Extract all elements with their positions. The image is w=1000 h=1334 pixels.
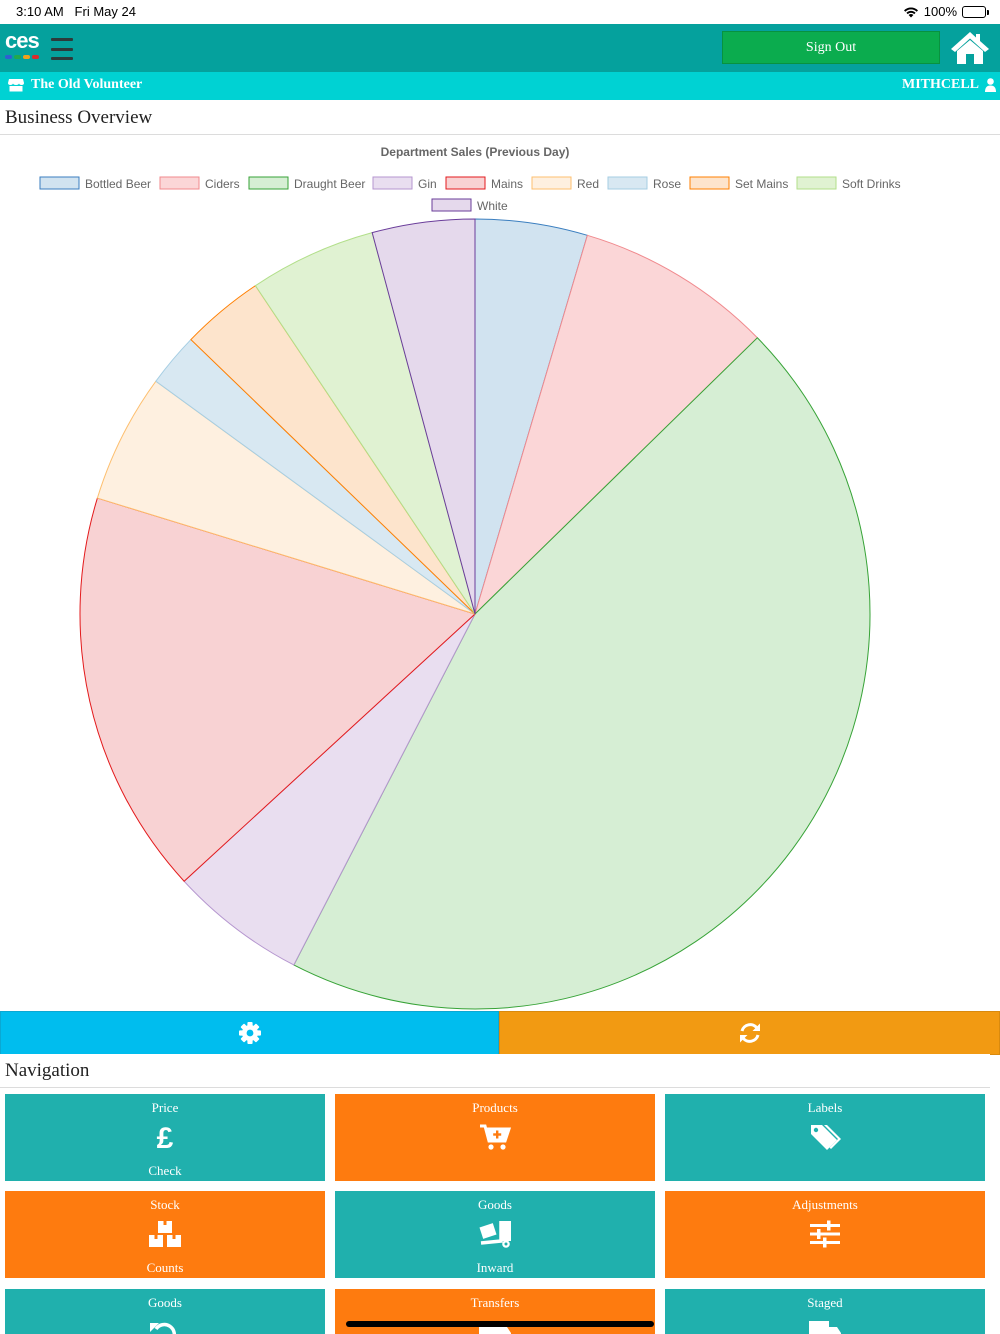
tags-icon (811, 1125, 841, 1150)
legend-item[interactable]: Red (531, 176, 599, 191)
legend-item[interactable]: Ciders (159, 176, 240, 191)
legend-item[interactable]: Gin (372, 176, 437, 191)
chart-settings-button[interactable] (0, 1011, 499, 1055)
legend-item[interactable]: White (431, 198, 508, 213)
boxes-icon (149, 1221, 181, 1247)
site-selector[interactable]: The Old Volunteer (8, 77, 142, 93)
nav-labels[interactable]: Labels (665, 1094, 985, 1181)
tile-label-top: Labels (807, 1100, 843, 1115)
sign-out-button[interactable]: Sign Out (722, 31, 940, 64)
legend-item[interactable]: Set Mains (689, 176, 788, 191)
wifi-icon (903, 7, 918, 17)
status-right: 100% (903, 4, 989, 19)
store-icon (8, 79, 24, 92)
legend-item[interactable]: Mains (445, 176, 523, 191)
ces-logo[interactable]: ces (5, 30, 45, 62)
navigation-title: Navigation (0, 1054, 990, 1088)
user-name: MITHCELL (901, 77, 979, 92)
tile-label-top: Goods (478, 1197, 512, 1212)
chart-title: Department Sales (Previous Day) (381, 145, 570, 159)
app-header: ces Sign Out (0, 24, 1000, 72)
chart-legend: Bottled Beer Ciders Draught Beer Gin Mains Re… (39, 176, 901, 213)
pie-slice-gin[interactable] (183, 613, 476, 966)
nav-goods-inward[interactable]: Goods Inward (335, 1191, 655, 1278)
legend-item[interactable]: Draught Beer (248, 176, 365, 191)
nav-price-check[interactable]: Price £ Check (5, 1094, 325, 1181)
pie-slices (79, 218, 871, 1010)
pie-slice-mains[interactable] (79, 497, 476, 882)
legend-label: Gin (418, 177, 437, 191)
legend-label: Rose (653, 177, 681, 191)
nav-staged[interactable]: Staged (665, 1289, 985, 1334)
tile-label-bottom: Check (148, 1163, 182, 1178)
legend-swatch (248, 176, 289, 190)
legend-label: Ciders (205, 177, 240, 191)
cart-plus-icon (480, 1124, 512, 1150)
legend-swatch (531, 176, 572, 190)
home-indicator (346, 1321, 654, 1327)
pie-slice-ciders[interactable] (473, 234, 759, 616)
undo-icon (150, 1322, 176, 1334)
nav-transfers[interactable]: Transfers (335, 1289, 655, 1334)
legend-label: Soft Drinks (842, 177, 901, 191)
legend-swatch (445, 176, 486, 190)
legend-item[interactable]: Bottled Beer (39, 176, 151, 191)
nav-stock-counts[interactable]: Stock Counts (5, 1191, 325, 1278)
business-overview-title: Business Overview (0, 101, 1000, 135)
status-bar: 3:10 AM Fri May 24 100% (0, 0, 1000, 24)
legend-label: Mains (491, 177, 523, 191)
battery-percent: 100% (923, 4, 957, 19)
legend-label: Draught Beer (294, 177, 365, 191)
legend-swatch (431, 198, 472, 212)
menu-icon[interactable] (51, 38, 73, 60)
tile-label-top: Goods (148, 1295, 182, 1310)
legend-swatch (39, 176, 80, 190)
pie-slice-white[interactable] (371, 218, 476, 615)
legend-item[interactable]: Rose (607, 176, 681, 191)
pie-slice-draught-beer[interactable] (293, 337, 871, 1010)
logo-text: ces (5, 28, 40, 53)
refresh-icon (739, 1023, 760, 1043)
legend-label: Red (577, 177, 599, 191)
pound-icon: £ (157, 1122, 174, 1152)
dolly-icon (479, 1221, 511, 1248)
status-time: 3:10 AM Fri May 24 (16, 4, 136, 19)
legend-swatch (372, 176, 413, 190)
legend-swatch (159, 176, 200, 190)
logo-dots (5, 55, 45, 59)
legend-label: Bottled Beer (85, 177, 151, 191)
tile-label-top: Price (151, 1100, 179, 1115)
sliders-icon (810, 1220, 840, 1248)
tile-label-top: Products (472, 1100, 518, 1115)
battery-icon (962, 5, 989, 18)
legend-swatch (607, 176, 648, 190)
truck-icon (809, 1321, 841, 1334)
tile-label-top: Transfers (470, 1295, 520, 1310)
user-icon (985, 78, 996, 92)
home-icon[interactable] (950, 30, 990, 66)
user-menu[interactable]: MITHCELL (902, 77, 996, 93)
legend-label: White (477, 199, 508, 213)
chart-refresh-button[interactable] (499, 1011, 1000, 1055)
site-name: The Old Volunteer (31, 77, 143, 92)
gear-icon (238, 1022, 261, 1044)
site-bar: The Old Volunteer MITHCELL (0, 72, 1000, 100)
legend-swatch (689, 176, 730, 190)
legend-item[interactable]: Soft Drinks (796, 176, 901, 191)
legend-label: Set Mains (735, 177, 788, 191)
department-sales-chart: Department Sales (Previous Day) Bottled … (39, 145, 901, 1010)
svg-text:£: £ (157, 1122, 174, 1152)
legend-swatch (796, 176, 837, 190)
chart-action-bar (0, 1011, 1000, 1055)
nav-products[interactable]: Products (335, 1094, 655, 1181)
tile-label-bottom: Inward (476, 1260, 514, 1275)
nav-goods-returns[interactable]: Goods (5, 1289, 325, 1334)
nav-adjustments[interactable]: Adjustments (665, 1191, 985, 1278)
tile-label-top: Stock (150, 1197, 180, 1212)
tile-label-bottom: Counts (146, 1260, 184, 1275)
tile-label-top: Staged (807, 1295, 843, 1310)
tile-label-top: Adjustments (792, 1197, 858, 1212)
